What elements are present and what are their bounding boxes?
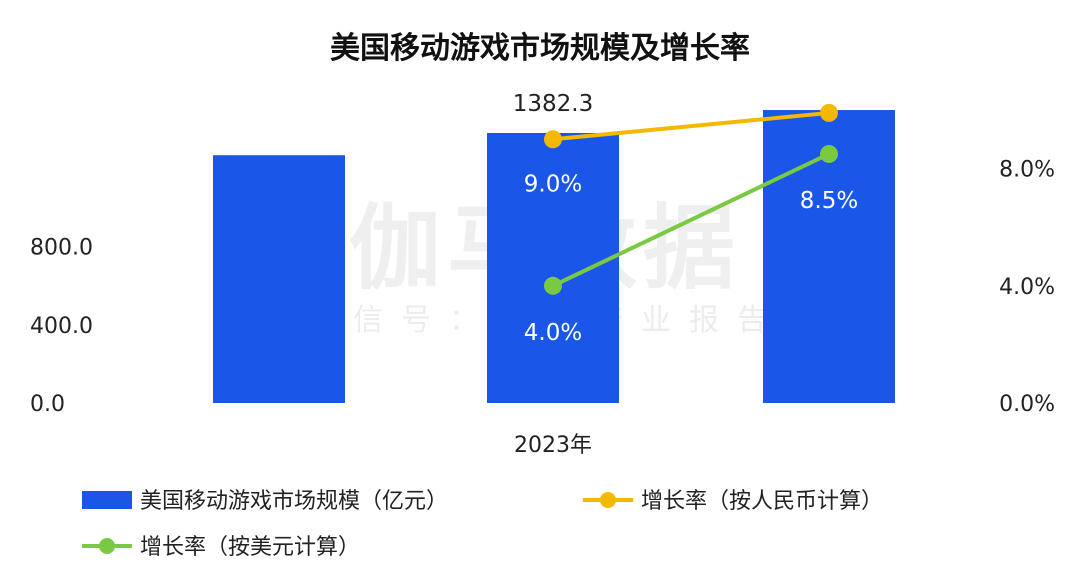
right-axis-ticks: 0.0% 4.0% 8.0% <box>999 158 1055 417</box>
cny-growth-segment <box>551 110 831 142</box>
legend-label: 增长率（按美元计算） <box>140 535 360 560</box>
usd-growth-segment <box>551 151 831 288</box>
legend-marker <box>99 538 115 554</box>
cny-growth-label: 9.0% <box>524 171 582 197</box>
usd-growth-point <box>820 144 838 163</box>
left-axis-ticks: 0.0 400.0 800.0 <box>30 236 93 417</box>
right-tick-label: 8.0% <box>999 158 1055 183</box>
left-tick-label: 800.0 <box>30 236 93 261</box>
category-label: 2023年 <box>514 433 592 458</box>
legend-label: 增长率（按人民币计算） <box>641 489 883 514</box>
data-labels: 1382.3 9.0% 4.0% 8.5% <box>513 91 858 346</box>
bar <box>213 155 345 403</box>
usd-growth-point <box>544 276 562 295</box>
bar <box>487 132 619 404</box>
cny-growth-point <box>544 130 562 149</box>
x-axis-labels: 2023年 <box>514 433 592 458</box>
usd-growth-label: 8.5% <box>800 188 858 214</box>
usd-growth-label: 4.0% <box>524 320 582 346</box>
chart-title: 美国移动游戏市场规模及增长率 <box>330 31 750 66</box>
bar-series <box>213 110 895 404</box>
legend-marker <box>600 492 616 508</box>
left-tick-label: 400.0 <box>30 314 93 339</box>
cny-growth-point <box>820 103 838 122</box>
legend: 美国移动游戏市场规模（亿元） 增长率（按人民币计算） 增长率（按美元计算） <box>82 489 883 560</box>
legend-bar-swatch <box>82 491 132 509</box>
right-tick-label: 4.0% <box>999 275 1055 300</box>
legend-label: 美国移动游戏市场规模（亿元） <box>140 489 448 514</box>
right-tick-label: 0.0% <box>999 392 1055 417</box>
bar-value-label: 1382.3 <box>513 91 593 117</box>
left-tick-label: 0.0 <box>30 392 65 417</box>
line-series <box>544 103 838 295</box>
